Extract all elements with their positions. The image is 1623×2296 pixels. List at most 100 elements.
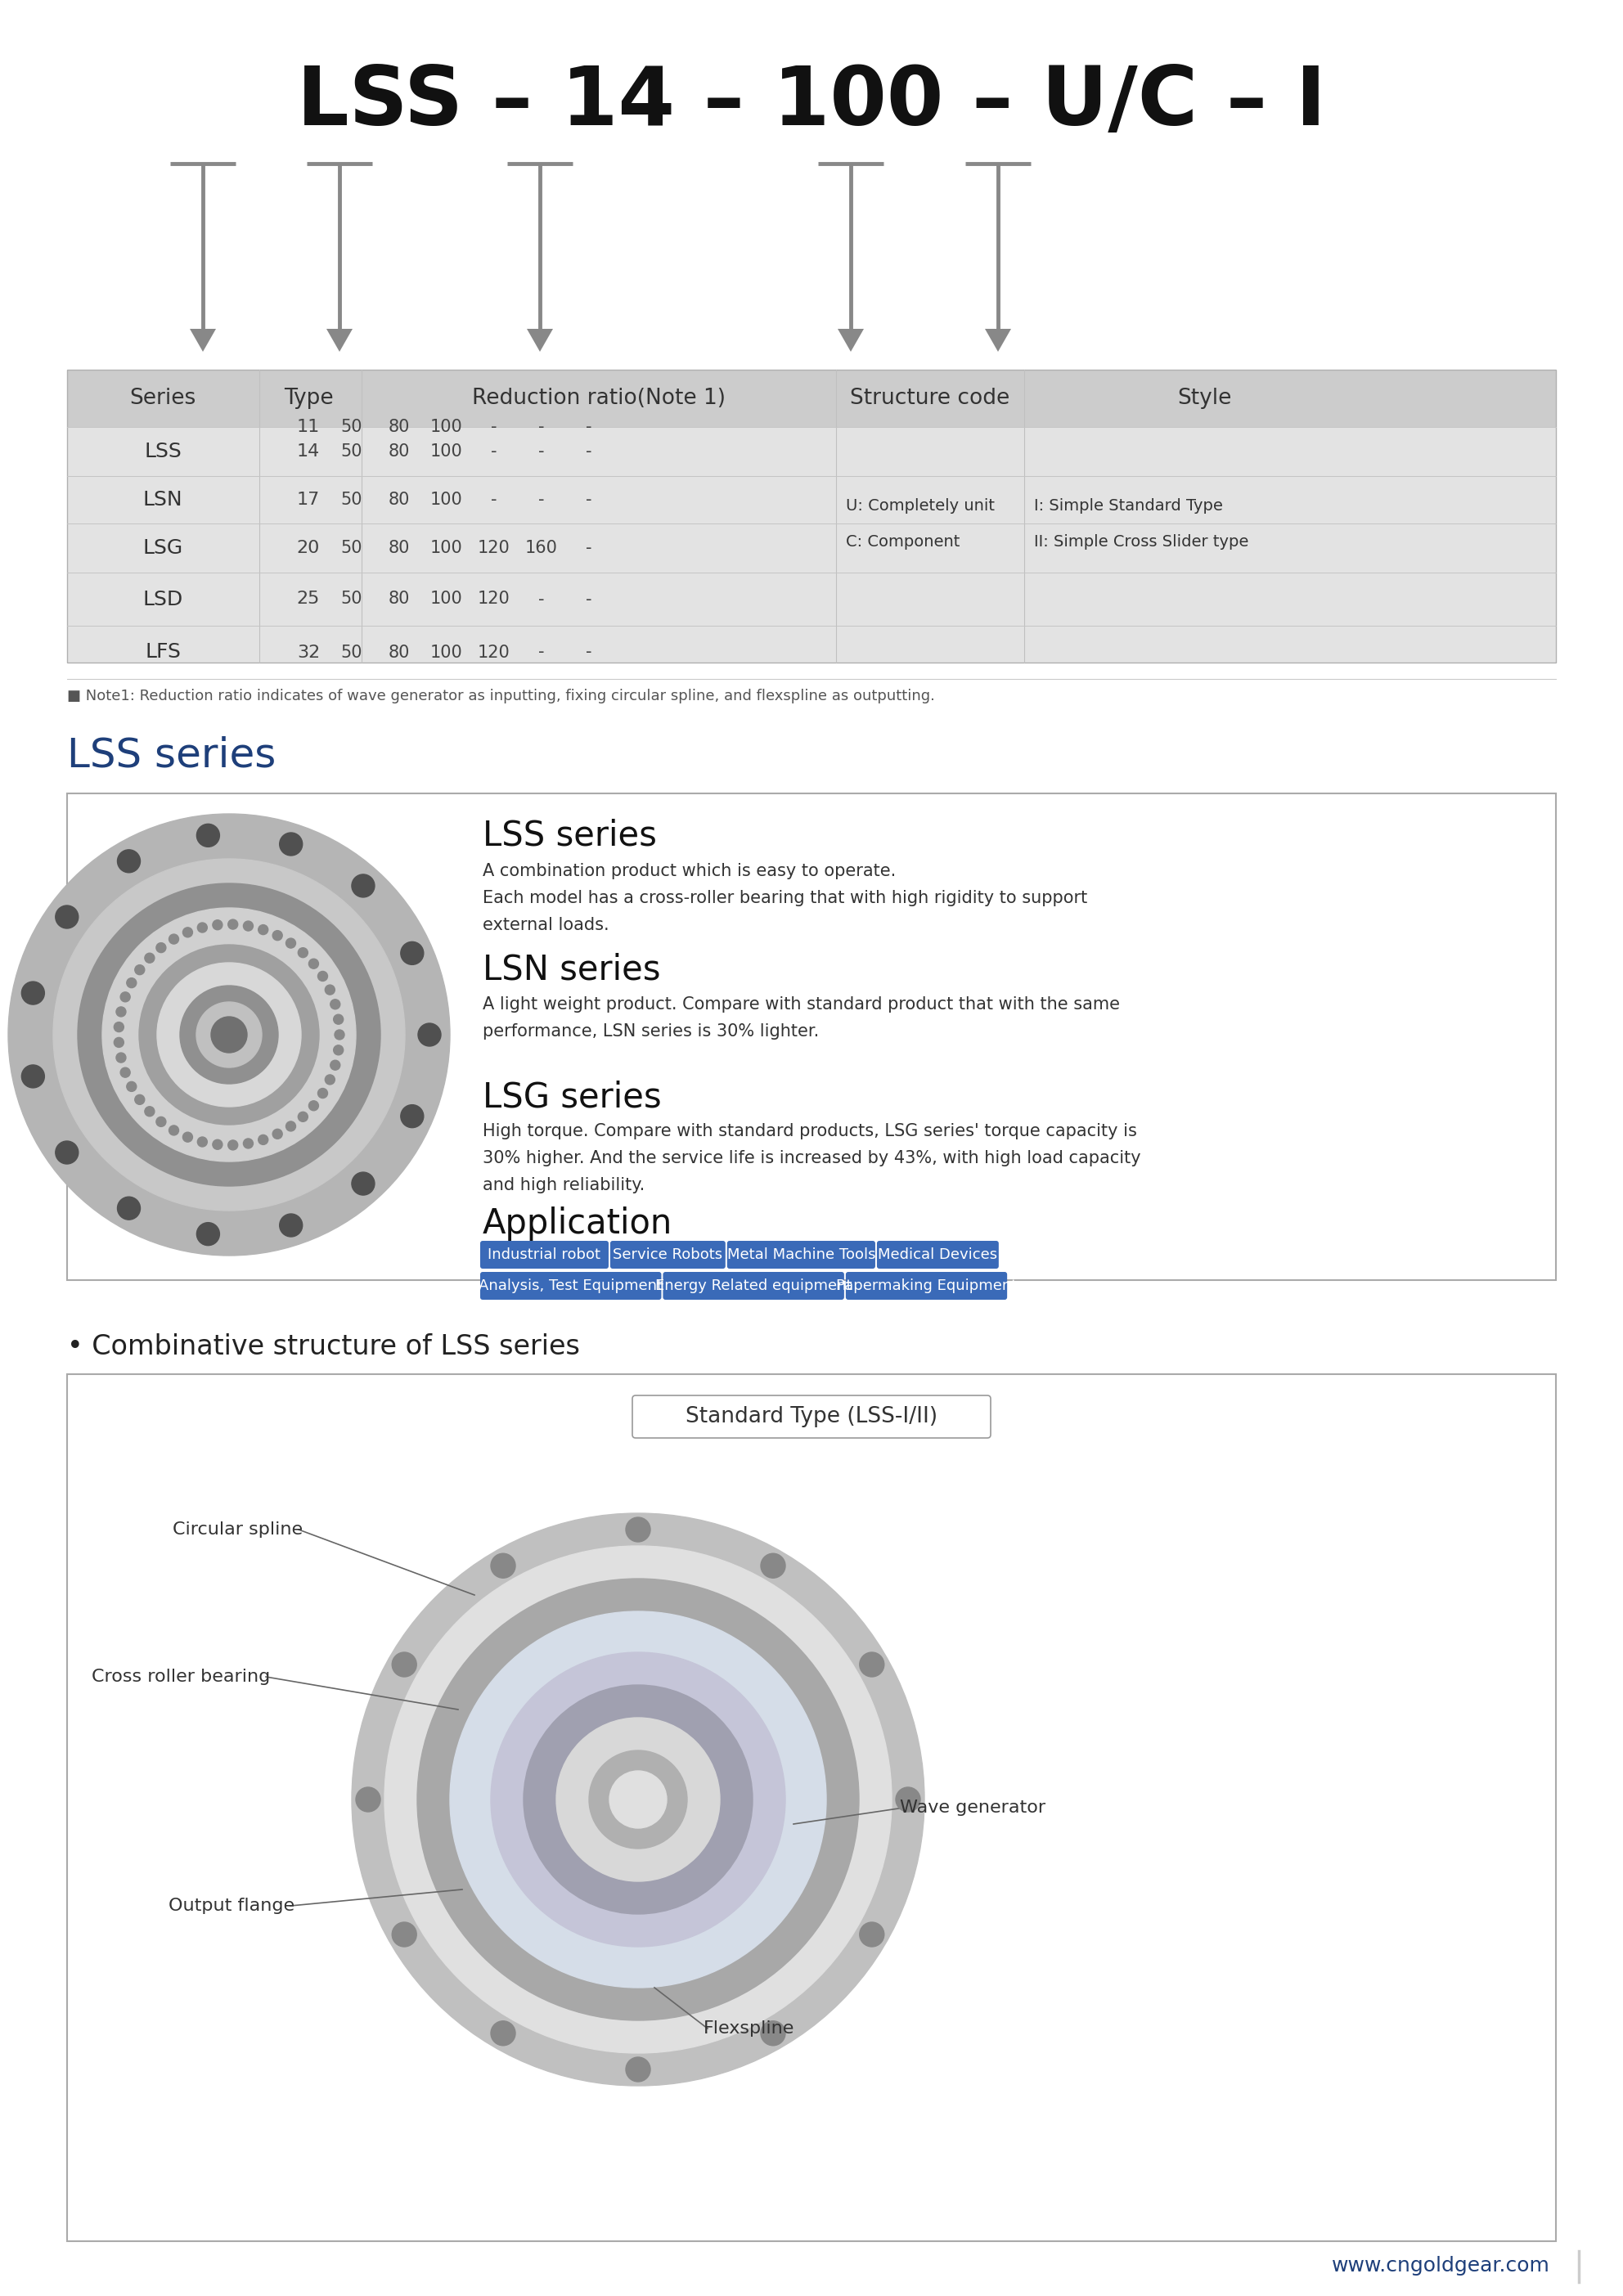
Text: 100: 100 — [430, 645, 463, 661]
Text: 50: 50 — [341, 443, 362, 459]
Circle shape — [55, 1141, 78, 1164]
Text: -: - — [586, 418, 592, 436]
Circle shape — [490, 1554, 516, 1577]
Circle shape — [333, 1045, 344, 1054]
FancyBboxPatch shape — [846, 1272, 1008, 1300]
Circle shape — [417, 1580, 859, 2020]
Text: -: - — [539, 645, 545, 661]
Circle shape — [243, 921, 253, 930]
Circle shape — [279, 1215, 302, 1238]
Text: 100: 100 — [430, 443, 463, 459]
Circle shape — [144, 953, 154, 962]
Circle shape — [196, 1221, 219, 1244]
Circle shape — [331, 999, 341, 1010]
FancyBboxPatch shape — [662, 1272, 844, 1300]
Text: 14: 14 — [297, 443, 320, 459]
Text: Style: Style — [1177, 388, 1232, 409]
Circle shape — [393, 1922, 417, 1947]
Text: LSG: LSG — [143, 537, 183, 558]
Text: -: - — [586, 491, 592, 507]
Polygon shape — [837, 328, 863, 351]
Text: -: - — [539, 590, 545, 608]
Circle shape — [355, 1786, 380, 1812]
Circle shape — [286, 1120, 295, 1132]
Circle shape — [169, 934, 179, 944]
Circle shape — [135, 1095, 144, 1104]
Circle shape — [157, 962, 300, 1107]
Text: LSD: LSD — [143, 590, 183, 608]
Text: Papermaking Equipment: Papermaking Equipment — [836, 1279, 1018, 1293]
Text: -: - — [539, 491, 545, 507]
Circle shape — [610, 1770, 667, 1828]
FancyBboxPatch shape — [610, 1240, 725, 1270]
Circle shape — [183, 928, 193, 937]
Text: 80: 80 — [388, 540, 411, 556]
Text: II: Simple Cross Slider type: II: Simple Cross Slider type — [1034, 535, 1248, 549]
Circle shape — [21, 983, 44, 1003]
Circle shape — [198, 1137, 208, 1146]
Circle shape — [54, 859, 404, 1210]
Text: -: - — [586, 645, 592, 661]
Text: Output flange: Output flange — [169, 1899, 294, 1915]
Text: 80: 80 — [388, 491, 411, 507]
Text: -: - — [586, 540, 592, 556]
Circle shape — [401, 941, 424, 964]
Circle shape — [198, 923, 208, 932]
FancyBboxPatch shape — [876, 1240, 998, 1270]
Circle shape — [227, 918, 239, 930]
Circle shape — [450, 1612, 826, 1988]
Text: ■ Note1: Reduction ratio indicates of wave generator as inputting, fixing circul: ■ Note1: Reduction ratio indicates of wa… — [67, 689, 935, 703]
Text: -: - — [586, 590, 592, 608]
Text: -: - — [492, 491, 497, 507]
Bar — [67, 370, 1556, 664]
Text: 80: 80 — [388, 443, 411, 459]
Circle shape — [352, 875, 375, 898]
Circle shape — [169, 1125, 179, 1134]
Text: LSS series: LSS series — [67, 737, 276, 776]
Text: Flexspline: Flexspline — [703, 2020, 795, 2037]
Circle shape — [114, 1022, 123, 1031]
Circle shape — [299, 1111, 308, 1123]
Text: A combination product which is easy to operate.
Each model has a cross-roller be: A combination product which is easy to o… — [482, 863, 1087, 932]
Text: 50: 50 — [341, 645, 362, 661]
Circle shape — [156, 1116, 166, 1127]
Circle shape — [196, 824, 219, 847]
Circle shape — [243, 1139, 253, 1148]
Circle shape — [258, 925, 268, 934]
Circle shape — [213, 921, 222, 930]
Polygon shape — [985, 328, 1011, 351]
Circle shape — [896, 1786, 920, 1812]
Circle shape — [127, 978, 136, 987]
Bar — [67, 1375, 1556, 2241]
Text: Metal Machine Tools: Metal Machine Tools — [727, 1247, 875, 1263]
Circle shape — [55, 905, 78, 928]
Text: 80: 80 — [388, 645, 411, 661]
Text: 120: 120 — [477, 540, 510, 556]
Text: Energy Related equipment: Energy Related equipment — [656, 1279, 852, 1293]
FancyBboxPatch shape — [633, 1396, 990, 1437]
Circle shape — [325, 1075, 334, 1084]
Bar — [67, 794, 1556, 1281]
Circle shape — [211, 1017, 247, 1052]
Text: 120: 120 — [477, 645, 510, 661]
Text: 50: 50 — [341, 418, 362, 436]
Circle shape — [183, 1132, 193, 1141]
Text: Cross roller bearing: Cross roller bearing — [91, 1669, 269, 1685]
Circle shape — [117, 1196, 140, 1219]
Circle shape — [279, 833, 302, 856]
Circle shape — [117, 850, 140, 872]
Polygon shape — [190, 328, 216, 351]
Text: 17: 17 — [297, 491, 320, 507]
Circle shape — [761, 2020, 786, 2046]
Text: LSS – 14 – 100 – U/C – I: LSS – 14 – 100 – U/C – I — [297, 62, 1326, 142]
Text: 20: 20 — [297, 540, 320, 556]
Text: 100: 100 — [430, 540, 463, 556]
Text: LSG series: LSG series — [482, 1079, 662, 1114]
Text: 160: 160 — [526, 540, 558, 556]
Circle shape — [102, 907, 355, 1162]
Circle shape — [273, 1130, 282, 1139]
Circle shape — [393, 1653, 417, 1676]
Circle shape — [589, 1750, 687, 1848]
Polygon shape — [527, 328, 553, 351]
Circle shape — [180, 985, 278, 1084]
